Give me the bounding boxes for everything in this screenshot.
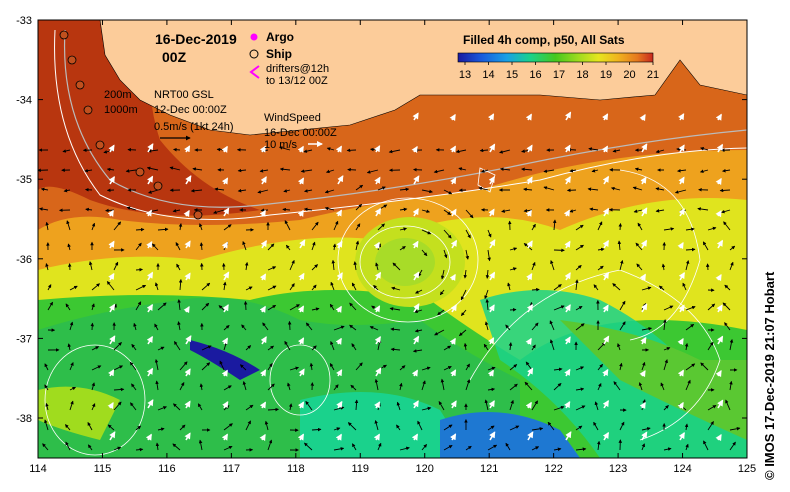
- colorbar-tick-17: 17: [553, 69, 565, 81]
- plot-frame: [37, 19, 748, 459]
- lon-tick-label-121: 121: [480, 463, 498, 475]
- current-legend: NRT00 GSL 12-Dec 00:00Z 0.5m/s (1kt 24h): [154, 89, 233, 141]
- colorbar-title: Filled 4h comp, p50, All Sats: [463, 33, 625, 47]
- wind-legend: WindSpeed 16-Dec 00:00Z 10 m/s: [264, 112, 337, 151]
- ship-label: Ship: [266, 47, 292, 61]
- colorbar-tick-14: 14: [482, 69, 494, 81]
- colorbar: Filled 4h comp, p50, All Sats 13 14 15 16 17…: [457, 33, 659, 81]
- lon-tick-label-122: 122: [544, 463, 562, 475]
- lat-tick-label--36: -36: [16, 254, 32, 266]
- colorbar-tick-18: 18: [576, 69, 588, 81]
- lat-tick-label--38: -38: [16, 413, 32, 425]
- wind-label: WindSpeed: [264, 112, 321, 124]
- ship-marker-icon: [249, 49, 259, 59]
- lon-tick-label-117: 117: [223, 463, 241, 475]
- current-vectors: [38, 111, 741, 452]
- colorbar-tick-15: 15: [506, 69, 518, 81]
- lon-tick-label-120: 120: [416, 463, 434, 475]
- colorbar-tick-13: 13: [459, 69, 471, 81]
- longitude-axis: 114 115 116 117 118 119 120 121 122 123 124 125: [29, 20, 756, 475]
- drifter-marker-icon: [249, 65, 260, 79]
- lat-tick-label--37: -37: [16, 333, 32, 345]
- australia-land: [99, 20, 747, 136]
- lon-tick-label-118: 118: [287, 463, 305, 475]
- lat-tick-label--35: -35: [16, 174, 32, 186]
- colorbar-gradient: [457, 52, 654, 63]
- lat-tick-label--34: -34: [16, 95, 32, 107]
- lat-tick-label--33: -33: [16, 15, 32, 27]
- lon-tick-label-115: 115: [94, 463, 112, 475]
- copyright-credit: © IMOS 17-Dec-2019 21:07 Hobart: [762, 271, 777, 480]
- lon-tick-label-119: 119: [351, 463, 369, 475]
- current-scale: 0.5m/s (1kt 24h): [154, 121, 233, 133]
- isobath-200m-label: 200m: [104, 89, 132, 101]
- colorbar-tick-20: 20: [623, 69, 635, 81]
- current-product: NRT00 GSL: [154, 89, 214, 101]
- lon-tick-label-125: 125: [738, 463, 756, 475]
- drifters-line1: drifters@12h: [266, 63, 329, 75]
- latitude-axis: -33 -34 -35 -36 -37 -38: [16, 15, 747, 425]
- argo-marker-icon: [250, 33, 258, 41]
- wind-scale: 10 m/s: [264, 139, 298, 151]
- isobath-1000m-label: 1000m: [104, 104, 138, 116]
- date-title: 16-Dec-2019: [155, 31, 237, 47]
- ship-track: [59, 30, 203, 220]
- argo-label: Argo: [266, 30, 294, 44]
- sst-field: [38, 20, 747, 458]
- wind-time: 16-Dec 00:00Z: [264, 127, 337, 139]
- lon-tick-label-116: 116: [158, 463, 176, 475]
- colorbar-tick-21: 21: [647, 69, 659, 81]
- colorbar-tick-19: 19: [600, 69, 612, 81]
- lon-tick-label-123: 123: [609, 463, 627, 475]
- lon-tick-label-114: 114: [29, 463, 47, 475]
- lon-tick-label-124: 124: [673, 463, 691, 475]
- symbol-legend: Argo Ship drifters@12h to 13/12 00Z: [249, 30, 329, 87]
- colorbar-tick-16: 16: [529, 69, 541, 81]
- drifters-line2: to 13/12 00Z: [266, 75, 328, 87]
- current-time: 12-Dec 00:00Z: [154, 104, 227, 116]
- time-title: 00Z: [162, 49, 187, 65]
